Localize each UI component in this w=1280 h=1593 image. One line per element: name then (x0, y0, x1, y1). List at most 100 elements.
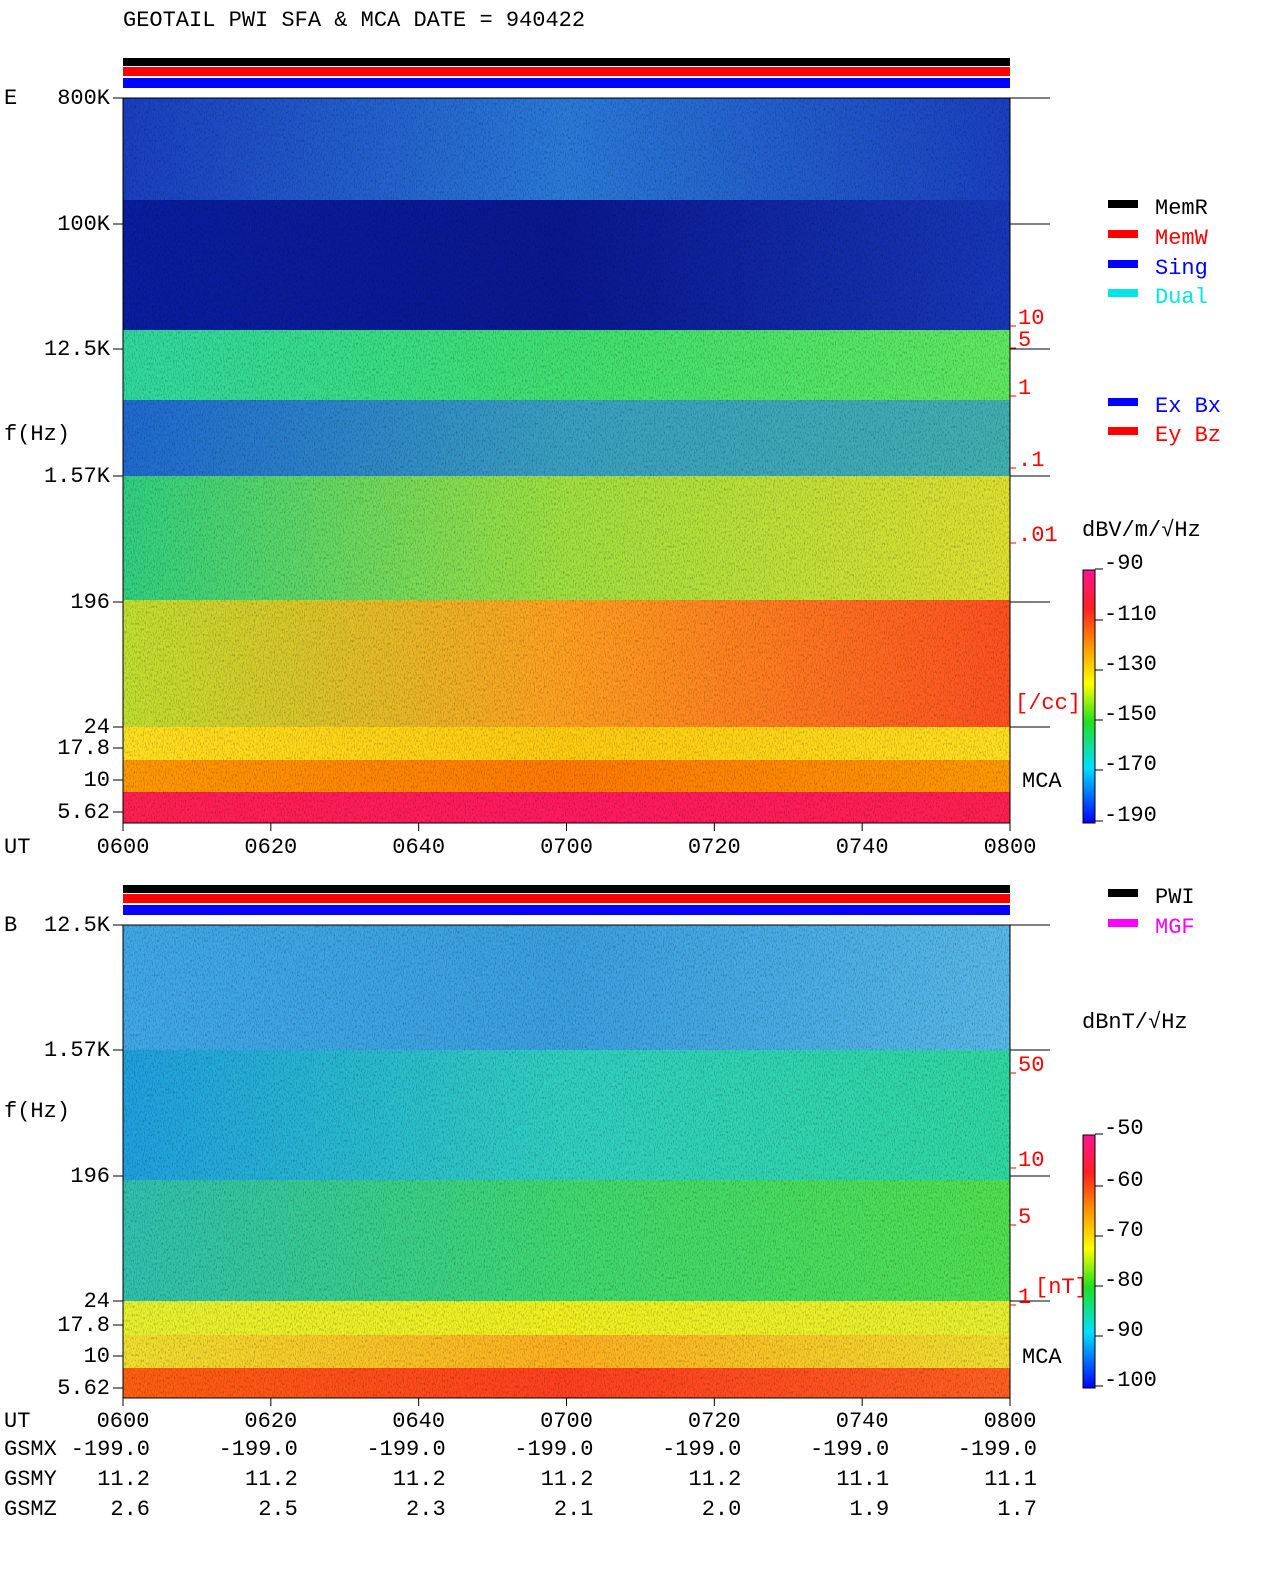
time-tick-label: 0620 (244, 835, 297, 860)
colorbar-title: dBV/m/√Hz (1082, 518, 1201, 543)
freq-tick-label: 196 (70, 1164, 110, 1189)
legend-label: Ex Bx (1155, 394, 1221, 419)
legend-label: Dual (1155, 285, 1208, 310)
colorbar-tick-label: -170 (1104, 752, 1157, 777)
orbit-value: -199.0 (219, 1437, 298, 1462)
y-axis-label: f(Hz) (4, 1099, 70, 1124)
time-tick-label: 0740 (836, 835, 889, 860)
legend-label: Ey Bz (1155, 423, 1221, 448)
time-tick-label: 0600 (97, 835, 150, 860)
orbit-label: GSMX (4, 1437, 57, 1462)
legend-label: PWI (1155, 885, 1195, 910)
orbit-value: 2.3 (406, 1497, 446, 1522)
status-bar (123, 885, 1010, 893)
side-tick-label: 10 (1018, 306, 1044, 331)
legend-label: Sing (1155, 256, 1208, 281)
ut-label: UT (4, 1409, 30, 1434)
freq-tick-label: 800K (57, 86, 111, 111)
side-tick-label: 1 (1018, 376, 1031, 401)
orbit-value: 11.2 (393, 1467, 446, 1492)
colorbar-tick-label: -80 (1104, 1268, 1144, 1293)
ut-label: UT (4, 835, 30, 860)
side-tick-label: .1 (1018, 448, 1044, 473)
spectrogram-texture (123, 98, 1010, 823)
colorbar (1082, 569, 1096, 824)
freq-tick-label: 17.8 (57, 1313, 110, 1338)
side-unit: [/cc] (1015, 691, 1081, 716)
colorbar-tick-label: -190 (1104, 803, 1157, 828)
spectrogram-texture (123, 925, 1010, 1398)
time-tick-label: 0600 (97, 1409, 150, 1434)
time-tick-label: 0720 (688, 835, 741, 860)
time-tick-label: 0640 (392, 1409, 445, 1434)
legend-label: MGF (1155, 915, 1195, 940)
panel-label: B (4, 913, 17, 938)
legend-swatch (1108, 889, 1138, 897)
time-tick-label: 0800 (984, 1409, 1037, 1434)
freq-tick-label: 24 (84, 1289, 110, 1314)
time-tick-label: 0800 (984, 835, 1037, 860)
orbit-value: 11.2 (541, 1467, 594, 1492)
freq-tick-label: 100K (57, 212, 111, 237)
orbit-label: GSMY (4, 1467, 57, 1492)
panel-label: E (4, 86, 17, 111)
colorbar-tick-label: -110 (1104, 602, 1157, 627)
orbit-value: -199.0 (366, 1437, 445, 1462)
legend-swatch (1108, 260, 1138, 268)
orbit-value: 1.7 (997, 1497, 1037, 1522)
legend-swatch (1108, 289, 1138, 297)
status-bar (123, 894, 1010, 903)
colorbar-tick-label: -90 (1104, 1318, 1144, 1343)
freq-tick-label: 12.5K (44, 337, 111, 362)
mca-label: MCA (1022, 1345, 1062, 1370)
colorbar-title: dBnT/√Hz (1082, 1010, 1188, 1035)
legend-swatch (1108, 919, 1138, 927)
orbit-value: 11.2 (97, 1467, 150, 1492)
freq-tick-label: 10 (84, 1344, 110, 1369)
colorbar-tick-label: -90 (1104, 551, 1144, 576)
legend-label: MemW (1155, 226, 1209, 251)
orbit-value: 11.2 (689, 1467, 742, 1492)
freq-tick-label: 12.5K (44, 913, 111, 938)
mca-label: MCA (1022, 769, 1062, 794)
freq-tick-label: 5.62 (57, 1376, 110, 1401)
orbit-value: -199.0 (514, 1437, 593, 1462)
title: GEOTAIL PWI SFA & MCA DATE = 940422 (123, 8, 585, 33)
orbit-value: -199.0 (71, 1437, 150, 1462)
freq-tick-label: 196 (70, 590, 110, 615)
orbit-value: 2.5 (258, 1497, 298, 1522)
orbit-value: -199.0 (662, 1437, 741, 1462)
status-bar (123, 905, 1010, 915)
legend-label: MemR (1155, 196, 1208, 221)
status-bar (123, 58, 1010, 66)
orbit-value: 11.1 (836, 1467, 889, 1492)
y-axis-label: f(Hz) (4, 422, 70, 447)
time-tick-label: 0640 (392, 835, 445, 860)
freq-tick-label: 10 (84, 768, 110, 793)
freq-tick-label: 1.57K (44, 464, 111, 489)
time-tick-label: 0720 (688, 1409, 741, 1434)
side-tick-label: 1 (1018, 1285, 1031, 1310)
side-tick-label: 5 (1018, 328, 1031, 353)
side-unit: [nT] (1035, 1275, 1088, 1300)
side-tick-label: .01 (1018, 523, 1058, 548)
colorbar-tick-label: -60 (1104, 1168, 1144, 1193)
orbit-value: 1.9 (850, 1497, 890, 1522)
time-tick-label: 0700 (540, 1409, 593, 1434)
freq-tick-label: 1.57K (44, 1038, 111, 1063)
colorbar (1082, 1134, 1096, 1389)
legend-swatch (1108, 230, 1138, 238)
orbit-label: GSMZ (4, 1497, 57, 1522)
freq-tick-label: 24 (84, 715, 110, 740)
orbit-value: -199.0 (958, 1437, 1037, 1462)
side-tick-label: 5 (1018, 1205, 1031, 1230)
orbit-value: 2.1 (554, 1497, 594, 1522)
orbit-value: 11.2 (245, 1467, 298, 1492)
colorbar-tick-label: -130 (1104, 652, 1157, 677)
status-bar (123, 67, 1010, 76)
legend-swatch (1108, 200, 1138, 208)
colorbar-tick-label: -150 (1104, 702, 1157, 727)
orbit-value: 11.1 (984, 1467, 1037, 1492)
orbit-value: 2.0 (702, 1497, 742, 1522)
